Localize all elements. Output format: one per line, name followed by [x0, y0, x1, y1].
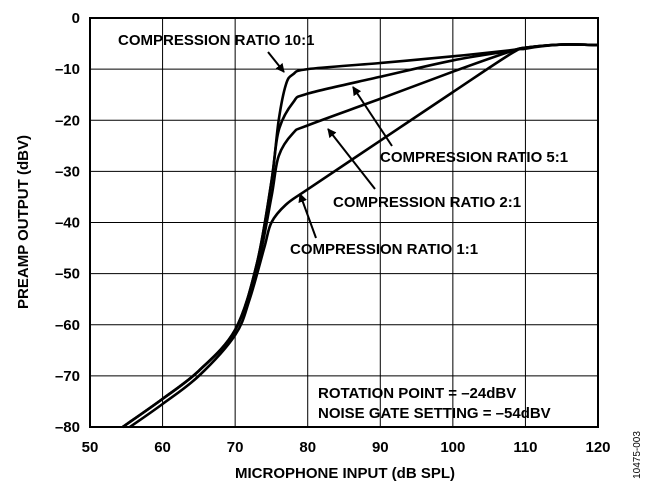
plot-frame — [89, 17, 599, 428]
arrow-1-1 — [298, 193, 317, 239]
x-tick-label: 100 — [440, 439, 465, 456]
y-tick-label: –20 — [55, 112, 80, 129]
grid — [89, 17, 599, 428]
y-tick-label: –40 — [55, 215, 80, 232]
series-line-10-1 — [121, 43, 599, 429]
figure-id: 10475-003 — [632, 431, 643, 479]
y-tick-label: 0 — [72, 10, 80, 27]
y-tick-label: –10 — [55, 61, 80, 78]
annotation-rotation-point: ROTATION POINT = –24dBV — [318, 385, 516, 402]
y-tick-label: –50 — [55, 266, 80, 283]
series-line-1-1 — [129, 43, 599, 429]
arrow-2-1 — [327, 128, 376, 190]
callout-label-5-1: COMPRESSION RATIO 5:1 — [380, 149, 568, 166]
series-line-5-1 — [121, 43, 599, 429]
x-axis-title: MICROPHONE INPUT (dB SPL) — [235, 465, 455, 482]
x-tick-label: 80 — [299, 439, 316, 456]
x-tick-label: 50 — [82, 439, 99, 456]
callout-label-2-1: COMPRESSION RATIO 2:1 — [333, 194, 521, 211]
x-tick-label: 70 — [227, 439, 244, 456]
x-tick-label: 60 — [154, 439, 171, 456]
y-axis-title: PREAMP OUTPUT (dBV) — [15, 135, 32, 309]
y-tick-label: –60 — [55, 317, 80, 334]
arrow-10-1 — [267, 51, 285, 73]
callout-label-1-1: COMPRESSION RATIO 1:1 — [290, 241, 478, 258]
annotation-noise-gate: NOISE GATE SETTING = –54dBV — [318, 405, 551, 422]
arrow-5-1 — [352, 86, 393, 147]
series-layer — [121, 43, 599, 429]
series-line-2-1 — [121, 43, 599, 429]
y-tick-label: –30 — [55, 163, 80, 180]
x-tick-label: 90 — [372, 439, 389, 456]
x-tick-label: 120 — [585, 439, 610, 456]
tick-labels: 50 60 70 80 90 100 110 120 0 –10 –20 –30 –40 –50 –60 –7… — [55, 10, 611, 456]
y-tick-label: –80 — [55, 419, 80, 436]
callout-arrows — [267, 51, 393, 239]
x-tick-label: 110 — [513, 439, 537, 456]
callout-label-10-1: COMPRESSION RATIO 10:1 — [118, 32, 314, 49]
y-tick-label: –70 — [55, 368, 80, 385]
